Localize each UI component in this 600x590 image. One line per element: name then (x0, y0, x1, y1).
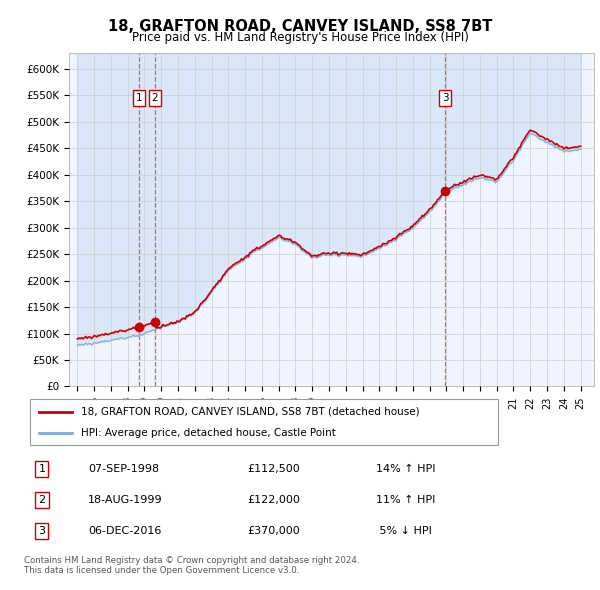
Text: HPI: Average price, detached house, Castle Point: HPI: Average price, detached house, Cast… (82, 428, 337, 438)
Text: Contains HM Land Registry data © Crown copyright and database right 2024.: Contains HM Land Registry data © Crown c… (24, 556, 359, 565)
Text: 18, GRAFTON ROAD, CANVEY ISLAND, SS8 7BT: 18, GRAFTON ROAD, CANVEY ISLAND, SS8 7BT (108, 19, 492, 34)
Text: £122,000: £122,000 (247, 495, 300, 505)
Text: 18-AUG-1999: 18-AUG-1999 (88, 495, 163, 505)
FancyBboxPatch shape (30, 399, 498, 445)
Text: This data is licensed under the Open Government Licence v3.0.: This data is licensed under the Open Gov… (24, 566, 299, 575)
Text: Price paid vs. HM Land Registry's House Price Index (HPI): Price paid vs. HM Land Registry's House … (131, 31, 469, 44)
Text: 06-DEC-2016: 06-DEC-2016 (88, 526, 161, 536)
Text: 18, GRAFTON ROAD, CANVEY ISLAND, SS8 7BT (detached house): 18, GRAFTON ROAD, CANVEY ISLAND, SS8 7BT… (82, 407, 420, 417)
Text: 2: 2 (152, 93, 158, 103)
Text: 1: 1 (136, 93, 143, 103)
Text: 07-SEP-1998: 07-SEP-1998 (88, 464, 159, 474)
Text: 14% ↑ HPI: 14% ↑ HPI (376, 464, 435, 474)
Text: 5% ↓ HPI: 5% ↓ HPI (376, 526, 431, 536)
Text: 2: 2 (38, 495, 46, 505)
Text: £112,500: £112,500 (247, 464, 300, 474)
Text: 3: 3 (38, 526, 46, 536)
Text: 3: 3 (442, 93, 448, 103)
Text: 11% ↑ HPI: 11% ↑ HPI (376, 495, 435, 505)
Text: £370,000: £370,000 (247, 526, 300, 536)
Text: 1: 1 (38, 464, 46, 474)
